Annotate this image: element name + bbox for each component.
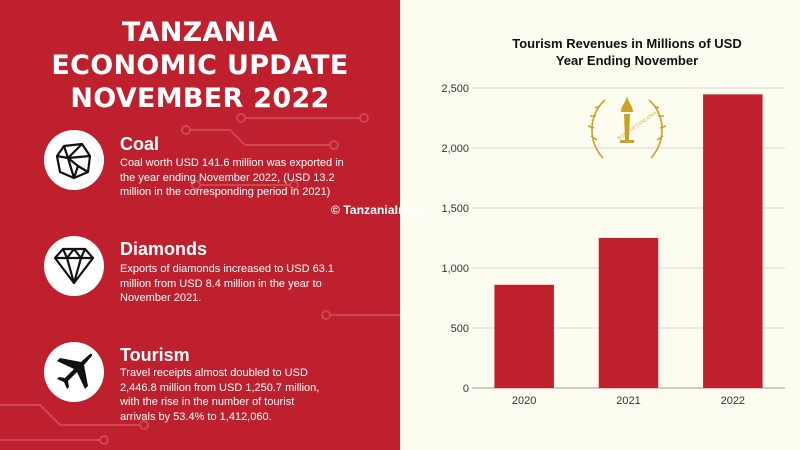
x-axis-labels: 2020 2021 2022	[512, 395, 745, 407]
text-line: arrivals by 53.4% to 1,412,060.	[120, 410, 272, 423]
chart-title-line: Tourism Revenues in Millions of USD	[512, 36, 742, 51]
bar-chart: 0 500 1,000 1,500 2,000 2,500 BANK OF TANZANI…	[441, 83, 785, 407]
airplane-icon	[44, 342, 104, 402]
bar-2022	[703, 94, 763, 388]
text-line: with the rise in the number of tourist	[120, 396, 295, 408]
text-line: million in the corresponding period in 2…	[120, 186, 331, 198]
y-tick-label: 2,000	[441, 143, 469, 155]
y-tick-label: 500	[451, 323, 469, 335]
bank-of-tanzania-seal-icon: BANK OF TANZANIA	[587, 96, 667, 159]
bar-2021	[598, 237, 659, 388]
title-line: NOVEMBER 2022	[70, 83, 330, 114]
tourism-title: Tourism	[120, 345, 190, 365]
diamonds-title: Diamonds	[120, 239, 208, 259]
chart-title: Tourism Revenues in Millions of USD Year…	[400, 35, 800, 69]
text-line: Coal worth USD 141.6 million was exporte…	[120, 157, 344, 169]
x-tick-label: 2021	[616, 395, 640, 407]
y-tick-label: 0	[463, 383, 469, 395]
text-line: the year ending November 2022, (USD 13.2	[120, 171, 335, 184]
watermark: © TanzaniaInvest	[331, 203, 430, 217]
x-tick-label: 2020	[512, 395, 536, 407]
coal-icon	[44, 130, 104, 190]
title-line: TANZANIA	[121, 17, 279, 48]
logo-text: BANK OF TANZANIA	[617, 111, 658, 142]
left-panel: TANZANIA ECONOMIC UPDATE NOVEMBER 2022 C…	[0, 0, 400, 450]
bar-2020	[494, 284, 554, 388]
text-line: Travel receipts almost doubled to USD	[120, 367, 308, 379]
chart-title-line: Year Ending November	[555, 53, 699, 68]
y-tick-label: 1,000	[441, 263, 469, 275]
chart-panel: Tourism Revenues in Millions of USD Year…	[400, 0, 800, 450]
bars	[494, 94, 763, 388]
tourism-description: Travel receipts almost doubled to USD 2,…	[120, 366, 375, 424]
text-line: million from USD 8.4 million in the year…	[120, 277, 322, 290]
text-line: 2,446.8 million from USD 1,250.7 million…	[120, 381, 320, 394]
circuit-decoration	[0, 113, 400, 445]
text-line: November 2021.	[120, 292, 202, 304]
y-tick-label: 1,500	[441, 203, 469, 215]
x-tick-label: 2022	[721, 395, 745, 407]
coal-title: Coal	[120, 134, 160, 154]
diamond-icon	[44, 236, 104, 296]
coal-description: Coal worth USD 141.6 million was exporte…	[120, 156, 375, 200]
text-line: Exports of diamonds increased to USD 63.…	[120, 263, 335, 275]
title-line: ECONOMIC UPDATE	[51, 50, 349, 81]
diamonds-description: Exports of diamonds increased to USD 63.…	[120, 262, 375, 306]
y-tick-label: 2,500	[441, 83, 469, 95]
page-title: TANZANIA ECONOMIC UPDATE NOVEMBER 2022	[30, 16, 370, 115]
